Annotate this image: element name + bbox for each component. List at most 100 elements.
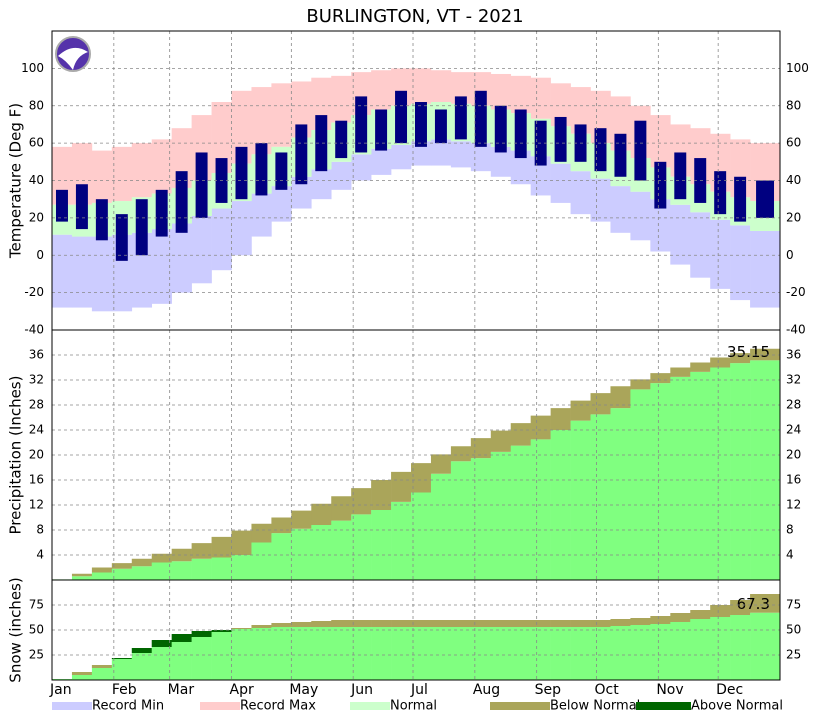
temp-band	[111, 146, 133, 202]
observed-temp	[454, 96, 467, 140]
observed-area	[610, 408, 631, 580]
y-tick-label: 20	[29, 210, 44, 224]
observed-area	[171, 642, 192, 680]
legend-label: Below Normal	[550, 699, 640, 714]
y-tick-label: 24	[786, 423, 801, 437]
temp-band	[52, 234, 73, 308]
y-tick-label: 25	[29, 648, 44, 662]
x-tick-label: Oct	[595, 682, 620, 698]
temp-band	[530, 77, 551, 119]
temp-band	[570, 87, 591, 134]
below-normal	[690, 362, 711, 372]
observed-temp	[175, 171, 188, 233]
observed-area	[470, 458, 492, 580]
observed-temp	[255, 143, 268, 196]
below-normal	[251, 523, 272, 543]
below-normal	[311, 621, 332, 627]
y-tick-label: 100	[786, 61, 809, 75]
below-normal	[730, 353, 751, 364]
observed-area	[131, 653, 153, 680]
observed-area	[251, 628, 272, 680]
below-normal	[610, 386, 631, 409]
total-label: 35.15	[727, 343, 770, 361]
temp-band	[430, 70, 452, 103]
temp-band	[690, 212, 711, 278]
below-normal	[530, 415, 551, 440]
below-normal	[470, 620, 492, 627]
observed-area	[710, 617, 731, 680]
observed-area	[550, 430, 571, 580]
observed-temp	[614, 133, 627, 177]
observed-area	[430, 627, 452, 680]
legend-label: Record Max	[240, 699, 316, 714]
temp-band	[730, 225, 751, 301]
observed-area	[690, 619, 711, 680]
below-normal	[630, 379, 651, 390]
observed-area	[430, 473, 452, 580]
temp-band	[530, 156, 551, 196]
observed-area	[211, 632, 232, 680]
observed-temp	[654, 161, 667, 209]
y-tick-label: 40	[29, 173, 44, 187]
below-normal	[311, 503, 332, 525]
below-normal	[371, 620, 392, 627]
below-normal	[371, 480, 392, 510]
observed-area	[550, 627, 571, 680]
above-normal	[131, 648, 153, 653]
temp-band	[71, 236, 93, 308]
legend-label: Record Min	[92, 699, 164, 714]
y-tick-label: 4	[786, 548, 794, 562]
x-tick-label: Aug	[473, 682, 500, 698]
observed-temp	[155, 189, 168, 237]
below-normal	[490, 620, 512, 627]
temp-band	[630, 191, 651, 241]
y-tick-label: 75	[29, 598, 44, 612]
temp-band	[271, 83, 292, 147]
observed-area	[570, 420, 591, 580]
observed-temp	[674, 152, 687, 200]
temp-band	[411, 141, 432, 166]
y-tick-label: 28	[29, 398, 44, 412]
temp-band	[271, 186, 292, 222]
below-normal	[351, 620, 372, 627]
below-normal	[690, 610, 711, 619]
below-normal	[730, 600, 751, 615]
observed-area	[251, 542, 272, 580]
observed-area	[271, 533, 292, 580]
below-normal	[610, 619, 631, 626]
observed-area	[470, 627, 492, 680]
observed-area	[171, 561, 192, 580]
below-normal	[331, 496, 352, 521]
observed-temp	[95, 199, 108, 241]
below-normal	[570, 400, 591, 421]
observed-area	[371, 510, 392, 580]
observed-temp	[514, 109, 527, 159]
observed-area	[530, 627, 551, 680]
below-normal	[271, 517, 292, 534]
observed-area	[670, 376, 691, 580]
observed-area	[610, 626, 631, 680]
y-tick-label: 80	[786, 98, 801, 112]
above-normal	[211, 630, 232, 632]
temp-band	[91, 150, 113, 203]
y-tick-label: 80	[29, 98, 44, 112]
observed-temp	[474, 90, 487, 147]
below-normal	[470, 438, 492, 459]
observed-area	[650, 624, 671, 680]
observed-area	[530, 439, 551, 580]
temp-band	[650, 115, 671, 168]
y-tick-label: 20	[786, 448, 801, 462]
below-normal	[430, 620, 452, 627]
observed-area	[271, 627, 292, 680]
observed-temp	[554, 116, 567, 162]
y-tick-label: 12	[786, 498, 801, 512]
y-tick-label: 60	[29, 136, 44, 150]
below-normal	[630, 618, 651, 625]
above-normal	[191, 631, 212, 637]
y-tick-label: 16	[29, 473, 44, 487]
observed-area	[710, 367, 731, 580]
below-normal	[570, 620, 591, 627]
below-normal	[71, 672, 93, 675]
below-normal	[670, 613, 691, 622]
